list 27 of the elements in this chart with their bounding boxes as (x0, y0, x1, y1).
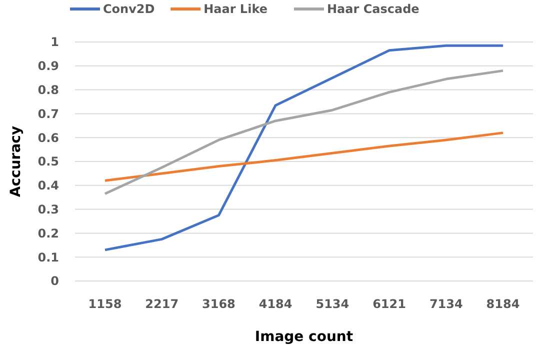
x-axis-title: Image count (254, 329, 354, 345)
line-series (104, 44, 504, 252)
y-tick-label: 0.4 (38, 178, 59, 193)
x-tick-label: 5134 (316, 297, 350, 311)
y-tick-label: 0.3 (38, 202, 59, 216)
y-tick-label: 0.5 (38, 154, 59, 169)
y-tick-label: 0.9 (38, 59, 59, 74)
legend-label: Conv2D (103, 2, 155, 16)
x-tick-label: 1158 (88, 297, 122, 311)
y-tick-label: 0 (50, 274, 59, 288)
y-tick-label: 0.7 (38, 106, 59, 121)
x-tick-label: 3168 (202, 297, 236, 311)
x-tick-label: 4184 (258, 297, 292, 311)
line-series (104, 132, 504, 182)
legend-label: Haar Cascade (327, 2, 420, 16)
y-tick-label: 0.6 (38, 130, 59, 145)
y-tick-label: 0.1 (38, 250, 59, 264)
x-tick-label: 2217 (145, 297, 179, 311)
y-tick-label: 1 (50, 35, 59, 50)
x-tick-label: 6121 (372, 297, 406, 311)
y-axis-title: Accuracy (8, 126, 24, 198)
legend-label: Haar Like (204, 2, 268, 16)
x-tick-label: 8184 (486, 297, 520, 311)
y-tick-label: 0.2 (38, 226, 59, 240)
x-tick-label: 7134 (429, 297, 463, 311)
line-series (104, 69, 504, 196)
y-tick-label: 0.8 (38, 83, 59, 97)
